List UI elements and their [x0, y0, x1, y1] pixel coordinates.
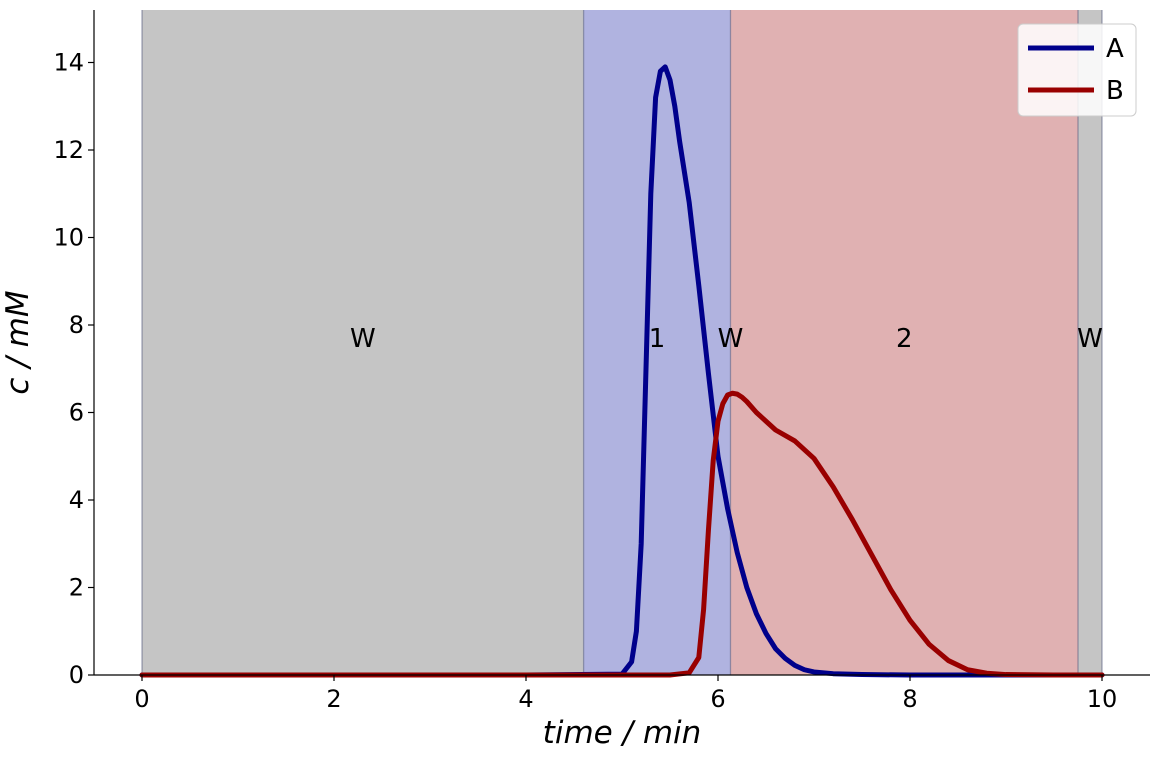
x-tick-label: 2	[326, 685, 341, 713]
series-layer	[139, 64, 1105, 678]
region-3	[730, 10, 1078, 675]
y-tick-label: 6	[69, 399, 84, 427]
series-line-A	[139, 64, 1105, 678]
y-tick-label: 2	[69, 574, 84, 602]
legend-label: B	[1106, 76, 1124, 106]
y-axis-title: c / mM	[0, 290, 36, 394]
legend-label: A	[1106, 34, 1124, 64]
y-tick-label: 14	[53, 49, 84, 77]
y-tick-label: 10	[53, 224, 84, 252]
region-label-layer: W 1 W 2 W	[350, 324, 1103, 354]
region-layer	[141, 10, 1103, 675]
x-tick-label: 6	[710, 685, 725, 713]
x-tick-label: 10	[1087, 685, 1118, 713]
y-tick-label: 8	[69, 311, 84, 339]
region-0	[142, 10, 584, 675]
region-label: W	[1077, 324, 1103, 354]
region-label: W	[718, 324, 744, 354]
x-tick-label: 4	[518, 685, 533, 713]
series-line-B	[139, 390, 1105, 678]
y-tick-label: 4	[69, 486, 84, 514]
region-4	[1078, 10, 1102, 675]
region-label: 2	[896, 324, 913, 354]
x-axis-title: time / min	[543, 715, 702, 751]
region-label: W	[350, 324, 376, 354]
y-tick-label: 0	[69, 661, 84, 689]
x-tick-label: 8	[902, 685, 917, 713]
x-tick-label: 0	[134, 685, 149, 713]
region-label: 1	[649, 324, 666, 354]
y-tick-label: 12	[53, 136, 84, 164]
legend: AB	[1017, 23, 1137, 117]
axes	[93, 10, 1150, 676]
